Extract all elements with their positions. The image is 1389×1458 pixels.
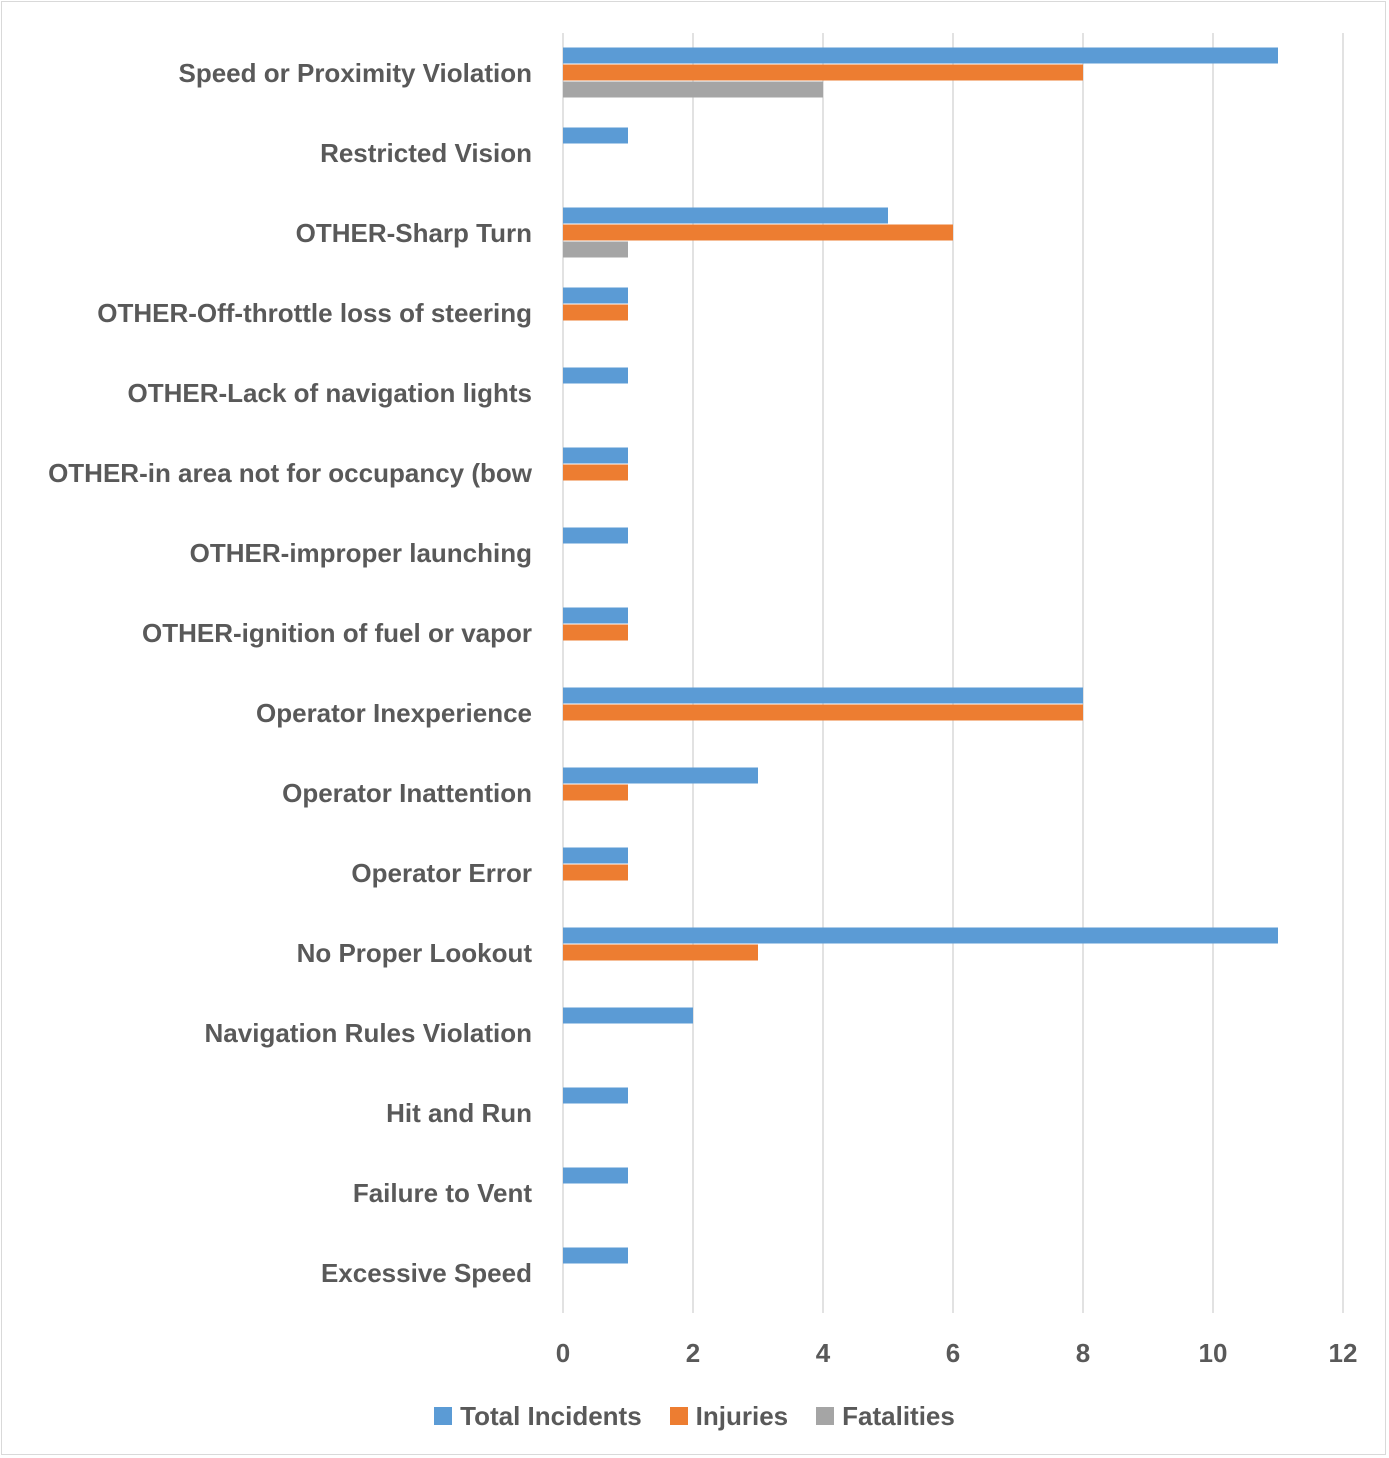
x-tick-label: 10	[1199, 1338, 1228, 1368]
bar-injuries	[563, 864, 628, 881]
x-tick-label: 8	[1076, 1338, 1090, 1368]
category-label: Operator Inexperience	[256, 698, 532, 728]
category-label: OTHER-in area not for occupancy (bow	[48, 458, 533, 488]
bar-total-incidents	[563, 1087, 628, 1104]
bar-injuries	[563, 624, 628, 641]
bar-injuries	[563, 464, 628, 481]
legend-item: Fatalities	[816, 1401, 955, 1432]
legend-label: Fatalities	[842, 1400, 955, 1431]
bar-fatalities	[563, 81, 823, 98]
x-tick-label: 6	[946, 1338, 960, 1368]
bar-total-incidents	[563, 1007, 693, 1024]
category-labels: Speed or Proximity Violation Restricted V…	[48, 58, 533, 1288]
legend-item: Injuries	[669, 1400, 789, 1432]
bar-total-incidents	[563, 447, 628, 464]
x-tick-label: 0	[556, 1338, 570, 1368]
legend-item: Total Incidents	[434, 1401, 642, 1432]
category-label: Operator Error	[351, 858, 532, 888]
bar-total-incidents	[563, 767, 758, 784]
bar-fatalities	[563, 241, 628, 258]
bar-injuries	[563, 704, 1083, 721]
category-label: Hit and Run	[386, 1098, 532, 1128]
bar-injuries	[563, 944, 758, 961]
x-axis-tick-labels: 0 2 4 6 8 10 12	[556, 1338, 1358, 1368]
bars	[563, 47, 1278, 1264]
category-label: No Proper Lookout	[297, 938, 533, 968]
bar-total-incidents	[563, 1247, 628, 1264]
legend: Total Incidents Injuries Fatalities	[0, 1396, 1389, 1436]
bar-total-incidents	[563, 687, 1083, 704]
category-label: Excessive Speed	[321, 1258, 532, 1288]
category-label: Restricted Vision	[320, 138, 532, 168]
category-label: OTHER-Lack of navigation lights	[128, 378, 532, 408]
legend-swatch	[669, 1407, 688, 1425]
category-label: Operator Inattention	[282, 778, 532, 808]
category-label: Navigation Rules Violation	[205, 1018, 532, 1048]
legend-swatch	[816, 1407, 835, 1425]
bar-chart: Speed or Proximity Violation Restricted V…	[48, 33, 1358, 1368]
bar-total-incidents	[563, 607, 628, 624]
bar-injuries	[563, 224, 953, 241]
bar-total-incidents	[563, 367, 628, 384]
legend-label: Injuries	[695, 1400, 789, 1431]
bar-total-incidents	[563, 927, 1278, 944]
bar-total-incidents	[563, 1167, 628, 1184]
bar-injuries	[563, 304, 628, 321]
category-label: OTHER-Sharp Turn	[296, 218, 532, 248]
x-tick-label: 4	[816, 1338, 831, 1368]
bar-injuries	[563, 64, 1083, 81]
bar-total-incidents	[563, 127, 628, 144]
legend-swatch	[434, 1407, 453, 1425]
x-tick-label: 2	[686, 1338, 700, 1368]
bar-total-incidents	[563, 47, 1278, 64]
category-label: Failure to Vent	[353, 1178, 532, 1208]
category-label: OTHER-Off-throttle loss of steering	[97, 298, 532, 328]
legend-label: Total Incidents	[460, 1400, 642, 1431]
bar-total-incidents	[563, 207, 888, 224]
bar-total-incidents	[563, 287, 628, 304]
bar-total-incidents	[563, 847, 628, 864]
category-label: OTHER-improper launching	[190, 538, 532, 568]
bar-total-incidents	[563, 527, 628, 544]
category-label: Speed or Proximity Violation	[179, 58, 533, 88]
bar-injuries	[563, 784, 628, 801]
category-label: OTHER-ignition of fuel or vapor	[142, 618, 532, 648]
x-tick-label: 12	[1329, 1338, 1358, 1368]
